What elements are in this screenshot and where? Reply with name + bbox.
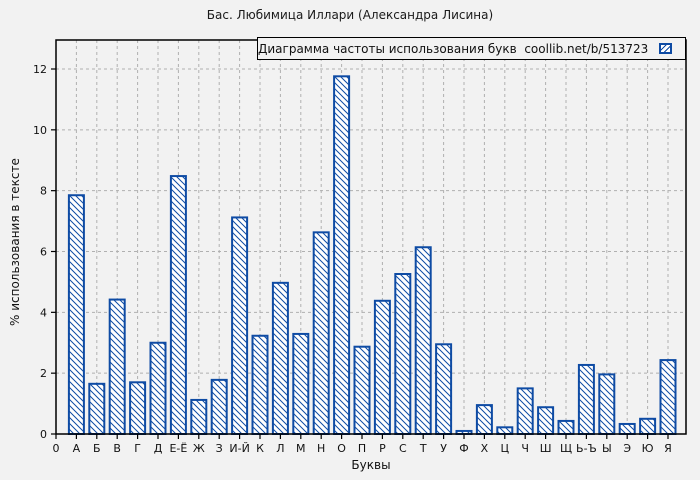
x-tick-label: Ф <box>459 442 468 455</box>
x-tick-label: С <box>399 442 407 455</box>
bar-О <box>333 75 351 436</box>
bar-Ь-Ъ <box>577 363 595 435</box>
x-tick-label: У <box>440 442 447 455</box>
x-tick-label: Е-Ё <box>169 442 187 455</box>
bar-Л <box>271 281 289 435</box>
y-tick-label: 4 <box>40 306 47 319</box>
x-tick-label: В <box>113 442 121 455</box>
bar-Р <box>373 299 391 435</box>
x-tick-label: Ц <box>501 442 510 455</box>
y-tick-label: 12 <box>33 63 47 76</box>
bar-Г <box>129 381 147 435</box>
y-tick-label: 10 <box>33 124 47 137</box>
bar-Б <box>88 382 106 435</box>
x-tick-label: Ь-Ъ <box>576 442 597 455</box>
bar-Ю <box>639 417 657 435</box>
bar-Ы <box>598 373 616 435</box>
hatched-bar-swatch-icon <box>659 43 672 54</box>
y-tick-label: 2 <box>40 367 47 380</box>
x-tick-label: А <box>73 442 81 455</box>
y-tick-labels: 0 2 4 6 8 10 12 <box>33 63 47 441</box>
bar-Н <box>312 231 330 435</box>
x-tick-label: Я <box>664 442 672 455</box>
bar-У <box>435 343 453 436</box>
bar-М <box>292 332 310 435</box>
bar-Т <box>414 246 432 435</box>
bar-Щ <box>557 419 575 436</box>
x-tick-label: М <box>296 442 306 455</box>
legend-label: Диаграмма частоты использования букв coo… <box>258 41 649 56</box>
chart-title: Бас. Любимица Иллари (Александра Лисина) <box>206 8 494 22</box>
bar-П <box>353 345 371 435</box>
bar-Ц <box>496 426 514 435</box>
x-tick-label: Ч <box>521 442 529 455</box>
tick-marks <box>51 68 669 439</box>
x-tick-label: Н <box>317 442 325 455</box>
x-tick-label: Д <box>154 442 163 455</box>
bar-С <box>394 273 412 435</box>
y-tick-label: 0 <box>40 428 47 441</box>
bar-Д <box>149 341 167 435</box>
bar-Е-Ё <box>169 175 187 435</box>
x-tick-label: Х <box>481 442 489 455</box>
x-tick-label: Р <box>379 442 386 455</box>
x-tick-label: 0 <box>53 442 60 455</box>
x-tick-labels: 0 А Б В Г Д Е-Ё Ж З И-Й К Л М Н О П Р С Т У Ф Х Ц Ч Ш Щ Ь-Ъ Ы Э Ю Я <box>53 442 672 455</box>
bar-К <box>251 334 269 436</box>
x-axis-title: Буквы <box>351 458 391 472</box>
bar-Ж <box>190 398 208 435</box>
bar-А <box>67 194 85 435</box>
bar-Х <box>475 404 493 435</box>
y-axis-title: % использования в тексте <box>8 158 22 326</box>
bar-В <box>108 298 126 435</box>
x-tick-label: П <box>358 442 366 455</box>
x-tick-label: Г <box>134 442 141 455</box>
bar-Я <box>659 359 677 435</box>
bar-Э <box>618 422 636 435</box>
bar-З <box>210 378 228 436</box>
x-tick-label: Б <box>93 442 101 455</box>
bars <box>67 75 677 436</box>
y-tick-label: 8 <box>40 185 47 198</box>
x-tick-label: Ж <box>193 442 205 455</box>
bar-И-Й <box>231 216 249 435</box>
x-tick-label: Ш <box>540 442 552 455</box>
x-tick-label: О <box>337 442 346 455</box>
x-tick-label: К <box>256 442 264 455</box>
x-tick-label: И-Й <box>229 442 249 455</box>
x-tick-label: З <box>216 442 223 455</box>
x-tick-label: Э <box>623 442 631 455</box>
x-tick-label: Ы <box>602 442 612 455</box>
y-tick-label: 6 <box>40 246 47 259</box>
x-tick-label: Т <box>419 442 427 455</box>
bar-Ч <box>516 387 534 435</box>
x-tick-label: Щ <box>560 442 572 455</box>
legend: Диаграмма частоты использования букв coo… <box>257 37 686 60</box>
x-tick-label: Ю <box>642 442 654 455</box>
bar-Ш <box>537 406 555 436</box>
x-tick-label: Л <box>276 442 284 455</box>
